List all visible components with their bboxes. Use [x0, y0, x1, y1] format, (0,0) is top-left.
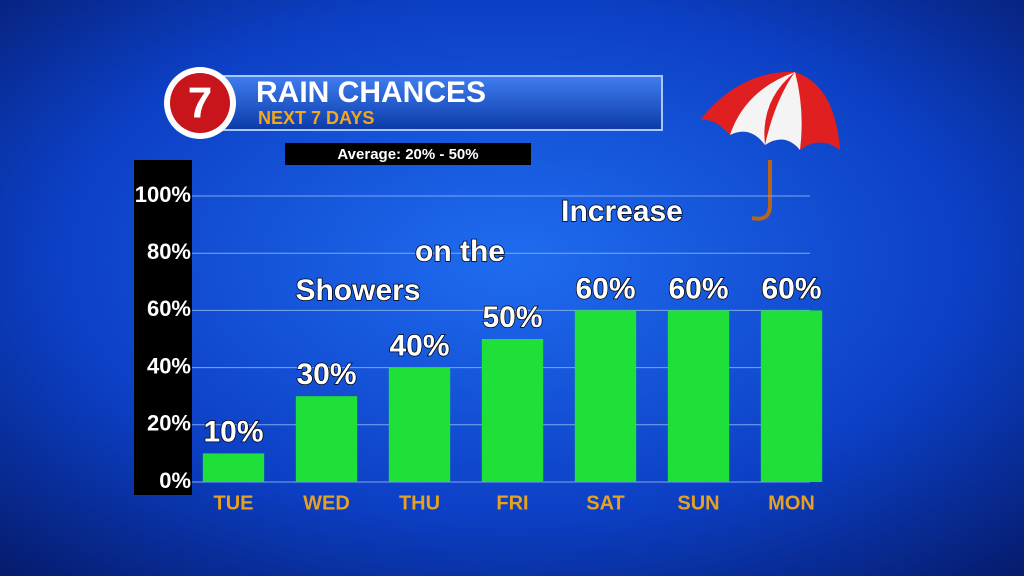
- y-tick-label: 40%: [147, 353, 191, 378]
- bar: [295, 396, 358, 482]
- bar: [760, 310, 823, 482]
- x-tick-label: WED: [303, 492, 350, 514]
- bar: [574, 310, 637, 482]
- y-tick-label: 80%: [147, 239, 191, 264]
- logo-text: 7: [188, 79, 212, 128]
- x-tick-label: SUN: [677, 492, 719, 514]
- x-tick-label: FRI: [496, 492, 528, 514]
- bar: [388, 367, 451, 482]
- y-tick-label: 60%: [147, 296, 191, 321]
- bar: [481, 339, 544, 482]
- axis-panel: [134, 160, 192, 495]
- value-label: 10%: [203, 415, 263, 448]
- value-label: 60%: [761, 272, 821, 305]
- value-label: 40%: [389, 330, 449, 363]
- bar: [667, 310, 730, 482]
- x-tick-label: MON: [768, 492, 815, 514]
- value-label: 50%: [482, 301, 542, 334]
- annotation: on the: [415, 235, 505, 268]
- x-tick-label: THU: [399, 492, 440, 514]
- value-label: 60%: [668, 272, 728, 305]
- y-tick-label: 20%: [147, 411, 191, 436]
- y-tick-label: 0%: [159, 468, 191, 493]
- header-bar: [214, 75, 663, 131]
- note-box: [285, 143, 531, 165]
- bar: [202, 453, 265, 482]
- chart-subtitle: NEXT 7 DAYS: [258, 108, 374, 128]
- chart-title: RAIN CHANCES: [256, 76, 486, 109]
- x-tick-label: TUE: [214, 492, 254, 514]
- x-tick-label: SAT: [586, 492, 625, 514]
- annotation: Showers: [295, 274, 420, 307]
- annotation: Increase: [561, 195, 683, 228]
- y-tick-label: 100%: [135, 182, 191, 207]
- note: Average: 20% - 50%: [337, 146, 478, 163]
- value-label: 60%: [575, 272, 635, 305]
- logo: [170, 73, 230, 133]
- umbrella: [700, 71, 840, 221]
- value-label: 30%: [296, 358, 356, 391]
